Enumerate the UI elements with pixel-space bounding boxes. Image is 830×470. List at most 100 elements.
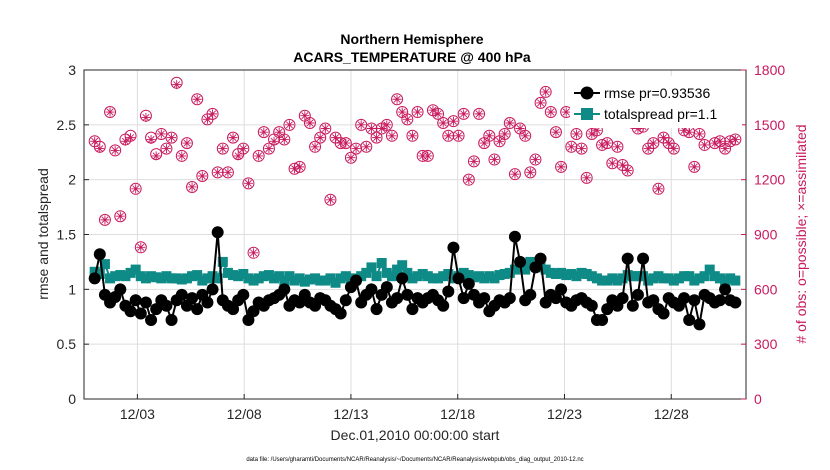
obs-assimilated-point xyxy=(315,133,325,143)
obs-assimilated-point xyxy=(249,248,259,258)
obs-assimilated-point xyxy=(602,138,612,148)
obs-assimilated-point xyxy=(587,129,597,139)
rmse-point xyxy=(596,314,609,327)
totalspread-point xyxy=(494,270,505,281)
totalspread-point xyxy=(694,273,705,284)
y-left-tick-label: 3 xyxy=(68,62,76,78)
totalspread-point xyxy=(648,273,659,284)
totalspread-point xyxy=(366,262,377,273)
totalspread-point xyxy=(166,273,177,284)
obs-possible-point xyxy=(98,213,111,226)
obs-possible-point xyxy=(344,151,357,164)
totalspread-point xyxy=(397,260,408,271)
obs-possible-point xyxy=(104,106,117,119)
totalspread-point xyxy=(438,271,449,282)
obs-assimilated-point xyxy=(694,129,704,139)
obs-assimilated-point xyxy=(592,125,602,135)
obs-possible-point xyxy=(483,129,496,142)
y-left-tick-label: 1.5 xyxy=(57,227,77,243)
obs-assimilated-point xyxy=(689,162,699,172)
obs-possible-point xyxy=(191,93,204,106)
rmse-point xyxy=(442,285,455,298)
totalspread-point xyxy=(99,259,110,270)
totalspread-point xyxy=(197,275,208,286)
totalspread-point xyxy=(279,275,290,286)
totalspread-point xyxy=(668,275,679,286)
totalspread-point xyxy=(376,258,387,269)
obs-assimilated-point xyxy=(146,134,156,144)
obs-assimilated-series xyxy=(90,80,740,258)
rmse-point xyxy=(365,283,378,296)
obs-assimilated-point xyxy=(428,105,438,115)
obs-assimilated-point xyxy=(254,151,264,161)
x-tick-label: 12/13 xyxy=(333,406,368,422)
obs-assimilated-point xyxy=(582,173,592,183)
obs-possible-point xyxy=(365,122,378,135)
obs-possible-point xyxy=(508,168,521,181)
obs-assimilated-point xyxy=(648,138,658,148)
obs-possible-point xyxy=(227,131,240,144)
obs-possible-point xyxy=(442,129,455,142)
totalspread-point xyxy=(597,275,608,286)
totalspread-point xyxy=(212,273,223,284)
rmse-point xyxy=(585,299,598,312)
totalspread-point xyxy=(463,270,474,281)
obs-assimilated-point xyxy=(725,136,735,146)
totalspread-point xyxy=(289,275,300,286)
rmse-point xyxy=(278,283,291,296)
totalspread-point xyxy=(89,266,100,277)
rmse-point xyxy=(478,292,491,305)
legend-rmse-marker xyxy=(580,86,594,100)
obs-possible-point xyxy=(503,117,516,130)
totalspread-point xyxy=(550,268,561,279)
obs-assimilated-point xyxy=(546,107,556,117)
totalspread-point xyxy=(356,271,367,282)
totalspread-point xyxy=(238,268,249,279)
obs-assimilated-point xyxy=(464,175,474,185)
totalspread-point xyxy=(714,273,725,284)
rmse-point xyxy=(350,274,363,287)
rmse-point xyxy=(452,272,465,285)
rmse-point xyxy=(165,314,178,327)
rmse-point xyxy=(524,288,537,301)
obs-assimilated-point xyxy=(228,133,238,143)
totalspread-point xyxy=(720,275,731,286)
obs-assimilated-point xyxy=(423,151,433,161)
obs-possible-point xyxy=(196,170,209,183)
rmse-point xyxy=(437,299,450,312)
obs-assimilated-point xyxy=(520,131,530,141)
obs-assimilated-point xyxy=(295,162,305,172)
obs-possible-point xyxy=(165,131,178,144)
totalspread-point xyxy=(146,271,157,282)
obs-assimilated-point xyxy=(141,113,151,123)
obs-possible-point xyxy=(247,246,260,259)
obs-assimilated-point xyxy=(325,195,335,205)
rmse-point xyxy=(206,283,219,296)
totalspread-point xyxy=(556,267,567,278)
totalspread-point xyxy=(489,273,500,284)
obs-possible-point xyxy=(319,122,332,135)
rmse-point xyxy=(124,305,137,318)
obs-possible-point xyxy=(529,153,542,166)
obs-assimilated-point xyxy=(100,215,110,225)
totalspread-point xyxy=(304,274,315,285)
totalspread-point xyxy=(479,273,490,284)
obs-assimilated-point xyxy=(679,125,689,135)
obs-possible-point xyxy=(257,126,270,139)
obs-assimilated-point xyxy=(500,129,510,139)
obs-assimilated-point xyxy=(659,133,669,143)
obs-assimilated-point xyxy=(536,98,546,108)
rmse-point xyxy=(508,230,521,243)
totalspread-point xyxy=(207,271,218,282)
obs-assimilated-point xyxy=(700,140,710,150)
totalspread-point xyxy=(361,267,372,278)
totalspread-point xyxy=(474,271,485,282)
y-right-tick-label: 1500 xyxy=(754,117,785,133)
totalspread-point xyxy=(679,271,690,282)
rmse-point xyxy=(227,303,240,316)
obs-possible-point xyxy=(544,106,557,119)
y-axis-left-label: rmse and totalspread xyxy=(35,168,51,300)
obs-possible-point xyxy=(242,177,255,190)
rmse-point xyxy=(447,241,460,254)
y-right-tick-label: 600 xyxy=(754,281,778,297)
